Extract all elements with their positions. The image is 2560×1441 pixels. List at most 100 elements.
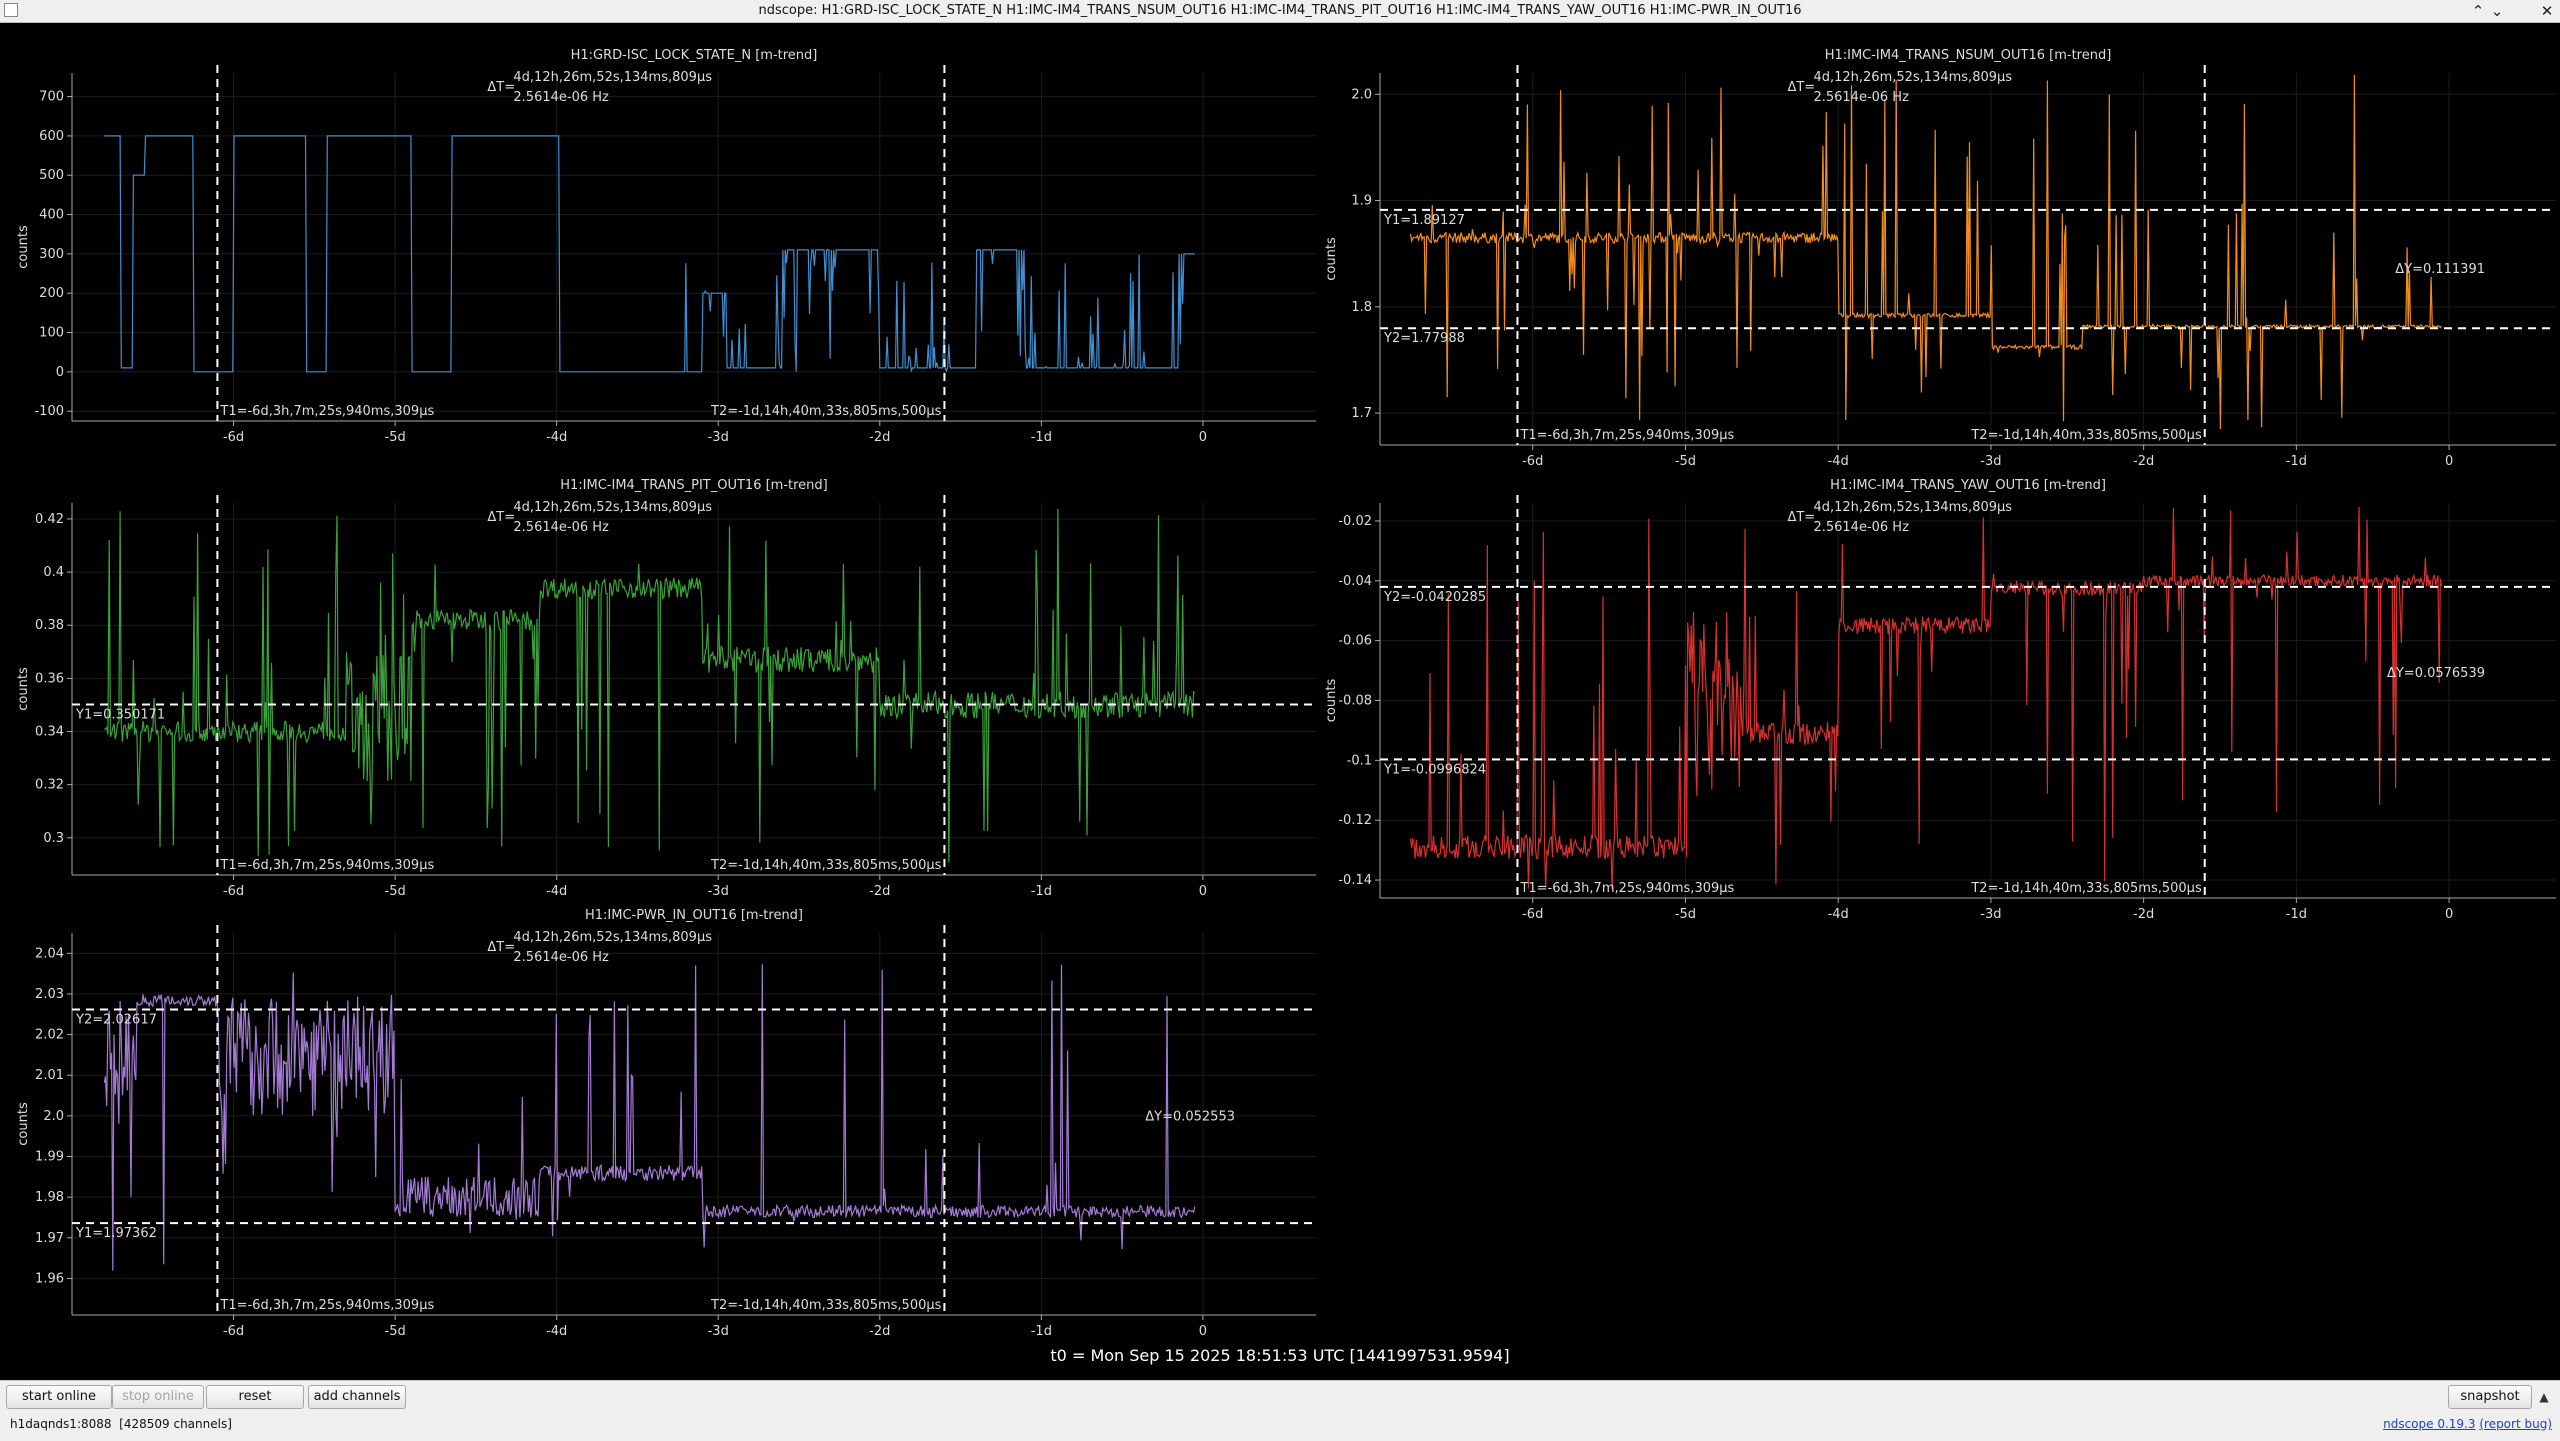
minimize-button[interactable]: ⌃ [2471, 2, 2485, 20]
y-tick-label: 0.34 [35, 725, 64, 740]
report-bug-link[interactable]: (report bug) [2479, 1417, 2552, 1431]
y-tick-label: 200 [39, 286, 64, 301]
x-tick-label: 0 [2445, 454, 2453, 469]
t1-label: T1=-6d,3h,7m,25s,940ms,309µs [1519, 428, 1734, 443]
x-tick-label: -1d [2286, 907, 2307, 922]
y-tick-label: 0 [56, 365, 64, 380]
y-tick-label: 1.9 [1351, 194, 1372, 209]
delta-t-label: ΔT= [1787, 510, 1815, 525]
trace-line [1409, 74, 2442, 430]
version-link[interactable]: ndscope 0.19.3 [2383, 1417, 2476, 1431]
plot-title: H1:GRD-ISC_LOCK_STATE_N [m-trend] [571, 48, 818, 63]
y-axis-label: counts [1324, 237, 1339, 281]
plot-title: H1:IMC-IM4_TRANS_NSUM_OUT16 [m-trend] [1825, 48, 2112, 63]
y-tick-label: 400 [39, 208, 64, 223]
trace-line [103, 964, 1196, 1271]
x-tick-label: -5d [385, 1324, 406, 1339]
y-cursor-label: Y2=2.02617 [75, 1013, 157, 1028]
plot-area[interactable]: H1:GRD-ISC_LOCK_STATE_N [m-trend] -100 0 10… [0, 23, 2560, 1380]
plot-im4-trans-nsum[interactable]: H1:IMC-IM4_TRANS_NSUM_OUT16 [m-trend] 1.7… [1320, 23, 2560, 469]
snapshot-menu-icon[interactable]: ▲ [2539, 1390, 2549, 1404]
y-tick-label: 2.04 [35, 946, 64, 961]
x-tick-label: -2d [2133, 907, 2154, 922]
t0-label: t0 = Mon Sep 15 2025 18:51:53 UTC [14419… [1050, 1346, 1510, 1365]
y-tick-label: 1.97 [35, 1231, 64, 1246]
x-tick-label: -4d [546, 1324, 567, 1339]
y-tick-label: 1.7 [1351, 406, 1372, 421]
plot-lock-state[interactable]: H1:GRD-ISC_LOCK_STATE_N [m-trend] -100 0 10… [0, 23, 1320, 453]
x-tick-label: -2d [2133, 454, 2154, 469]
x-tick-label: -3d [708, 430, 729, 445]
title-bar: ndscope: H1:GRD-ISC_LOCK_STATE_N H1:IMC-… [0, 0, 2560, 23]
x-tick-label: 0 [1199, 1324, 1207, 1339]
y-axis-label: counts [16, 225, 31, 269]
x-tick-label: -5d [385, 884, 406, 899]
snapshot-button[interactable]: snapshot [2448, 1385, 2532, 1409]
delta-t-frequency: 2.5614e-06 Hz [513, 950, 609, 965]
y-tick-label: 2.02 [35, 1028, 64, 1043]
plot-svg[interactable]: H1:GRD-ISC_LOCK_STATE_N [m-trend] -100 0 10… [0, 23, 1320, 453]
y-cursor-label: Y1=1.97362 [75, 1226, 157, 1241]
y-tick-label: 300 [39, 247, 64, 262]
status-server: h1daqnds1:8088 [428509 channels] [10, 1417, 232, 1431]
y-tick-label: 2.0 [43, 1109, 64, 1124]
x-tick-label: -6d [223, 884, 244, 899]
plot-pwr-in[interactable]: H1:IMC-PWR_IN_OUT16 [m-trend] 1.96 1.97 1.9… [0, 883, 1320, 1339]
y-tick-label: 0.4 [43, 565, 64, 580]
y-cursor-label: Y1=0.350171 [75, 707, 165, 722]
y-tick-label: 0.38 [35, 618, 64, 633]
stop-online-button[interactable]: stop online [112, 1385, 204, 1409]
reset-button[interactable]: reset [206, 1385, 304, 1409]
y-tick-label: -0.1 [1347, 753, 1372, 768]
status-version: ndscope 0.19.3 (report bug) [2383, 1417, 2552, 1431]
plot-svg[interactable]: H1:IMC-IM4_TRANS_YAW_OUT16 [m-trend] -0.1… [1320, 453, 2560, 922]
x-tick-label: -3d [1980, 454, 2001, 469]
t2-label: T2=-1d,14h,40m,33s,805ms,500µs [1970, 881, 2202, 896]
delta-y-label: ΔY=0.0576539 [2387, 666, 2485, 681]
y-tick-label: -0.14 [1338, 873, 1372, 888]
delta-t-value: 4d,12h,26m,52s,134ms,809µs [513, 930, 712, 945]
t1-label: T1=-6d,3h,7m,25s,940ms,309µs [219, 858, 434, 873]
plot-svg[interactable]: H1:IMC-IM4_TRANS_PIT_OUT16 [m-trend] 0.3 0… [0, 453, 1320, 899]
x-tick-label: -5d [385, 430, 406, 445]
x-tick-label: 0 [1199, 430, 1207, 445]
plot-im4-trans-pit[interactable]: H1:IMC-IM4_TRANS_PIT_OUT16 [m-trend] 0.3 0… [0, 453, 1320, 899]
y-tick-label: 2.01 [35, 1068, 64, 1083]
y-cursor-label: Y1=-0.0996824 [1383, 762, 1486, 777]
trace-line [1409, 506, 2443, 890]
delta-t-frequency: 2.5614e-06 Hz [1813, 520, 1909, 535]
y-axis-label: counts [16, 1102, 31, 1146]
plot-im4-trans-yaw[interactable]: H1:IMC-IM4_TRANS_YAW_OUT16 [m-trend] -0.1… [1320, 453, 2560, 922]
add-channels-button[interactable]: add channels [308, 1385, 406, 1409]
start-online-button[interactable]: start online [6, 1385, 112, 1409]
t2-label: T2=-1d,14h,40m,33s,805ms,500µs [710, 1298, 942, 1313]
plot-title: H1:IMC-IM4_TRANS_YAW_OUT16 [m-trend] [1830, 478, 2106, 493]
x-tick-label: -2d [869, 1324, 890, 1339]
x-tick-label: -6d [1522, 454, 1543, 469]
y-tick-label: 500 [39, 168, 64, 183]
y-tick-label: -0.12 [1338, 813, 1372, 828]
x-tick-label: -1d [1031, 1324, 1052, 1339]
x-tick-label: -2d [869, 430, 890, 445]
plot-svg[interactable]: H1:IMC-PWR_IN_OUT16 [m-trend] 1.96 1.97 1.9… [0, 883, 1320, 1339]
trace-line [104, 508, 1196, 863]
delta-t-frequency: 2.5614e-06 Hz [1813, 90, 1909, 105]
y-tick-label: 2.0 [1351, 87, 1372, 102]
maximize-button[interactable]: ⌄ [2490, 2, 2504, 20]
delta-t-label: ΔT= [1787, 80, 1815, 95]
y-tick-label: 0.42 [35, 512, 64, 527]
plot-title: H1:IMC-IM4_TRANS_PIT_OUT16 [m-trend] [560, 478, 828, 493]
plot-svg[interactable]: H1:IMC-IM4_TRANS_NSUM_OUT16 [m-trend] 1.7… [1320, 23, 2560, 469]
t1-label: T1=-6d,3h,7m,25s,940ms,309µs [1519, 881, 1734, 896]
y-tick-label: 0.32 [35, 778, 64, 793]
y-tick-label: -0.04 [1338, 574, 1372, 589]
delta-t-value: 4d,12h,26m,52s,134ms,809µs [513, 500, 712, 515]
y-tick-label: 1.96 [35, 1271, 64, 1286]
x-tick-label: 0 [1199, 884, 1207, 899]
close-button[interactable]: ✕ [2540, 2, 2554, 20]
plot-title: H1:IMC-PWR_IN_OUT16 [m-trend] [585, 908, 803, 923]
x-tick-label: -3d [708, 884, 729, 899]
delta-t-value: 4d,12h,26m,52s,134ms,809µs [513, 70, 712, 85]
trace-line [104, 135, 1195, 374]
y-tick-label: 0.36 [35, 671, 64, 686]
